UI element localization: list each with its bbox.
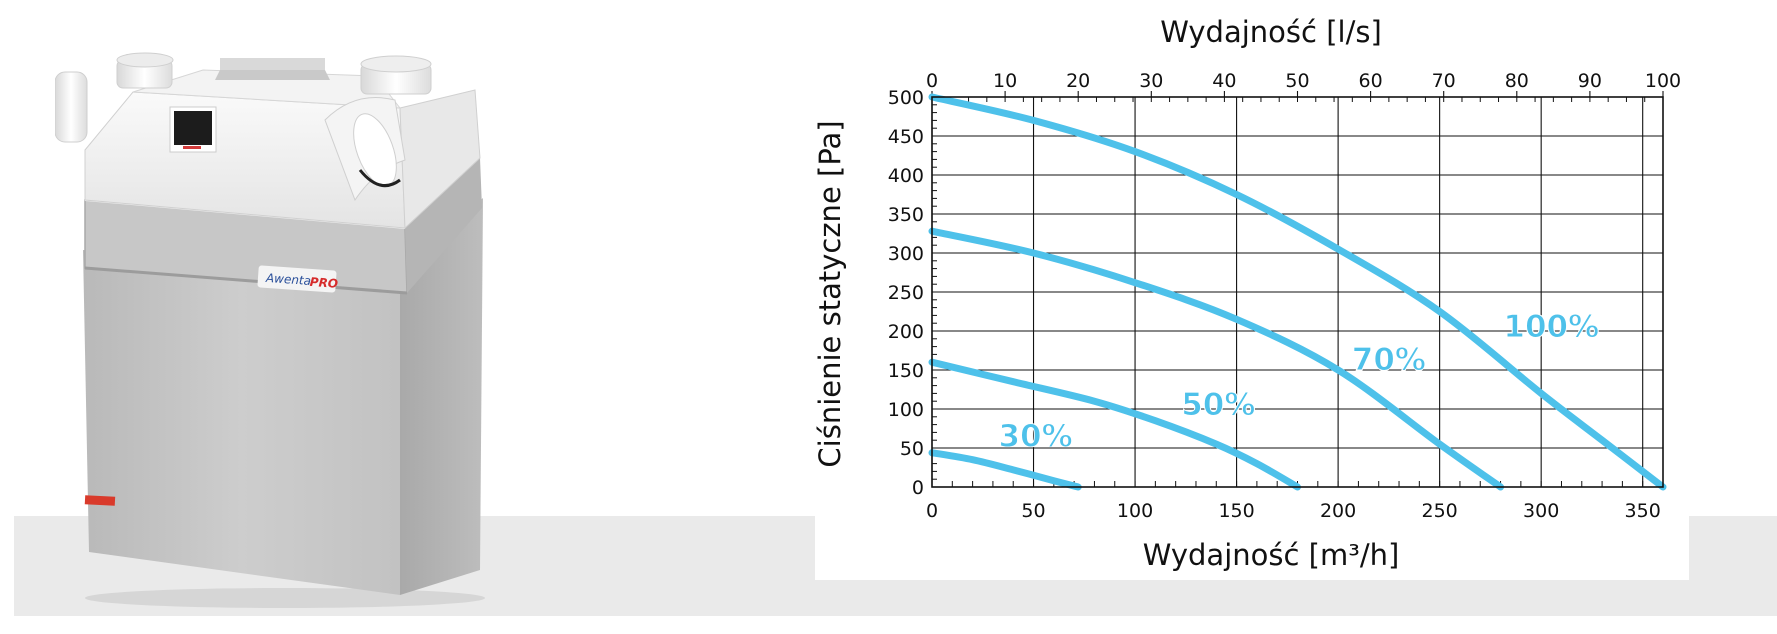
- y-tick-label: 250: [888, 282, 924, 304]
- svg-text:PRO: PRO: [309, 275, 338, 291]
- x-tick-label: 50: [1021, 500, 1045, 522]
- top-tick-label: 20: [1066, 70, 1090, 92]
- y-tick-label: 150: [888, 360, 924, 382]
- top-tick-label: 10: [993, 70, 1017, 92]
- y-tick-label: 300: [888, 243, 924, 265]
- x-tick-label: 150: [1218, 500, 1254, 522]
- y-tick-label: 500: [888, 87, 924, 109]
- series-label: 70%: [1352, 342, 1426, 378]
- x-tick-label: 200: [1320, 500, 1356, 522]
- chart-series: [928, 93, 1667, 491]
- performance-chart: 0 50 100 150 200 250 300 3500501001502002503003…: [815, 15, 1681, 572]
- top-tick-label: 80: [1505, 70, 1529, 92]
- brand-logo: Awenta PRO: [257, 265, 338, 293]
- top-tick-label: 0: [926, 70, 938, 92]
- x-tick-label: 300: [1523, 500, 1559, 522]
- x-tick-label: 350: [1625, 500, 1661, 522]
- top-tick-label: 50: [1285, 70, 1309, 92]
- x-tick-label: 250: [1422, 500, 1458, 522]
- y-tick-label: 200: [888, 321, 924, 343]
- y-tick-label: 0: [912, 477, 924, 499]
- top-tick-label: 90: [1578, 70, 1602, 92]
- series-label: 100%: [1503, 309, 1599, 345]
- x-tick-label: 100: [1117, 500, 1153, 522]
- ventilation-unit-image: Awenta PRO: [55, 52, 485, 608]
- y-tick-label: 50: [900, 438, 924, 460]
- top-tick-label: 60: [1359, 70, 1383, 92]
- y-tick-label: 400: [888, 165, 924, 187]
- unit-side-panel: [400, 198, 483, 595]
- unit-front-panel: [83, 250, 400, 595]
- series-line-30pct: [928, 449, 1082, 491]
- plot-frame: [931, 96, 1664, 488]
- model-badge: [84, 495, 116, 506]
- top-tick-label: 30: [1139, 70, 1163, 92]
- svg-text:Awenta: Awenta: [265, 271, 312, 288]
- top-tick-label: 40: [1212, 70, 1236, 92]
- y-axis-title: Ciśnienie statyczne [Pa]: [815, 120, 847, 467]
- y-tick-label: 450: [888, 126, 924, 148]
- x-axis-title: Wydajność [m³/h]: [1143, 538, 1400, 572]
- top-tick-label: 100: [1645, 70, 1681, 92]
- series-line-100pct: [928, 93, 1667, 491]
- chart-ticks: 0 50 100 150 200 250 300 3500501001502002503003…: [888, 70, 1681, 522]
- x-tick-label: 0: [926, 500, 938, 522]
- chart-annotations: 30% 50% 70% 100%: [998, 309, 1600, 455]
- series-label: 50%: [1181, 387, 1255, 423]
- series-line-70pct: [928, 227, 1505, 491]
- top-tick-label: 70: [1432, 70, 1456, 92]
- series-label: 30%: [998, 418, 1072, 454]
- y-tick-label: 350: [888, 204, 924, 226]
- top-axis-title: Wydajność [l/s]: [1160, 15, 1382, 49]
- y-tick-label: 100: [888, 399, 924, 421]
- series-line-50pct: [928, 358, 1301, 491]
